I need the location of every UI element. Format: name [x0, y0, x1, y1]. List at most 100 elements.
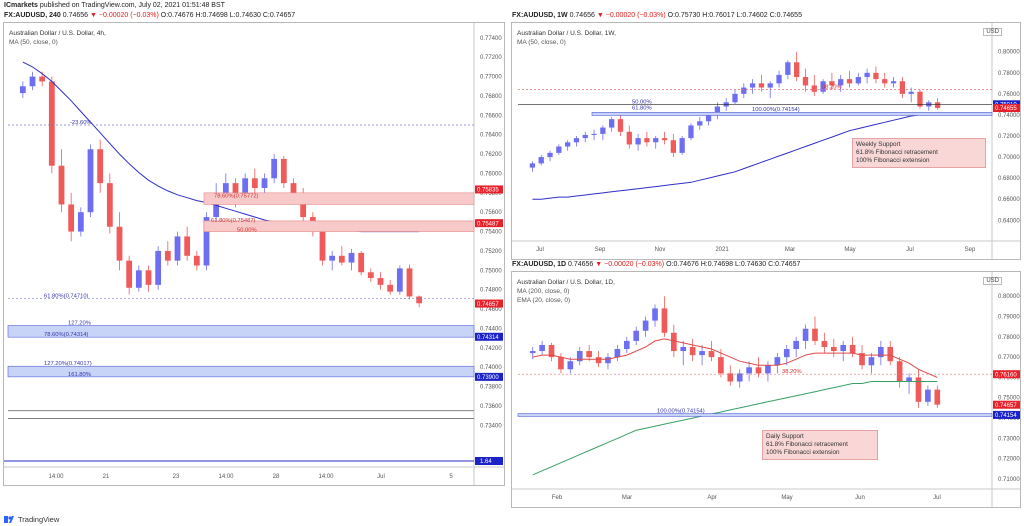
h4-price-tag-last: 0.74657 [477, 302, 499, 308]
w1-y-tick-label: 0.78000 [998, 71, 1020, 77]
h4-candle-body [396, 268, 403, 292]
w1-candle-body [732, 93, 738, 103]
w1-y-tick-label: 0.68000 [998, 176, 1020, 182]
w1-candle-body [758, 83, 765, 88]
h4-indicator-ma: MA (50, close, 0) [9, 39, 58, 46]
daily-callout-line-3: 100% Fibonacci extension [766, 448, 840, 456]
w1-candle-body [785, 62, 791, 75]
h4-fib-label-618b: 61.80%(0.74710) [44, 293, 89, 299]
d1-candle-body [727, 373, 734, 382]
h4-candle-body [58, 165, 65, 205]
w1-candle-body [609, 119, 615, 128]
h4-chart-svg[interactable]: 0.77400 0.77200 0.77000 0.76800 0.76600 0.764… [4, 23, 504, 485]
w1-chart-svg[interactable]: 0.80000 0.78000 0.76000 0.74000 0.72000 0.700… [512, 23, 1020, 259]
d1-candle-body [812, 328, 818, 341]
w1-symbol: FX:AUDUSD, 1W [512, 12, 568, 19]
h4-close: C:0.74657 [262, 12, 296, 19]
w1-x-tick-label: Sep [965, 247, 976, 253]
d1-candle-body [793, 340, 799, 350]
h4-candle-body [348, 252, 355, 263]
w1-y-tick-label: 0.80000 [998, 50, 1020, 56]
d1-candle-body [840, 344, 847, 352]
w1-y-tick-label: 0.70000 [998, 155, 1020, 161]
h4-x-tick-label: 21 [103, 474, 110, 480]
w1-currency-label[interactable]: USD [983, 28, 1002, 36]
d1-price-tag-support: 0.74154 [995, 413, 1017, 419]
footer-brand[interactable]: TradingView [4, 515, 59, 524]
d1-candle-body [671, 332, 677, 352]
h4-candle-body [329, 255, 336, 261]
w1-candle-body [714, 106, 721, 115]
w1-candle-body [697, 121, 703, 126]
h4-chart-panel[interactable]: 0.77400 0.77200 0.77000 0.76800 0.76600 0.764… [3, 22, 505, 486]
h4-fib-label-1272: 127.20% [68, 321, 91, 327]
w1-down-arrow-icon: ▼ [596, 12, 604, 19]
h4-y-tick-label: 0.74200 [480, 346, 502, 352]
d1-candle-body [576, 351, 583, 362]
w1-candle-body [679, 138, 685, 153]
d1-close: C:0.74657 [768, 261, 801, 268]
h4-candle-body [377, 278, 384, 285]
w1-candle-body [644, 138, 650, 143]
w1-candle-body [688, 125, 694, 139]
w1-candle-body [573, 138, 580, 143]
h4-candle-body [164, 250, 171, 261]
h4-price-tag-resist-bg [475, 185, 503, 194]
h4-indicator-tag-bg [475, 457, 503, 465]
h4-candle-body [358, 252, 365, 273]
w1-candle-body [802, 77, 809, 86]
w1-chart-panel[interactable]: 0.80000 0.78000 0.76000 0.74000 0.72000 0.700… [511, 22, 1021, 260]
d1-candle-body [605, 357, 611, 364]
h4-candle-body [87, 149, 94, 213]
w1-candle-body [741, 87, 747, 94]
h4-candle-body [271, 158, 278, 179]
h4-y-tick-label: 0.75600 [480, 210, 502, 216]
h4-candle-body [145, 270, 152, 285]
d1-x-tick-label: Jun [855, 495, 865, 501]
h4-candle-body [242, 178, 249, 198]
w1-y-tick-label: 0.66000 [998, 197, 1020, 203]
d1-candle-body [925, 389, 931, 402]
w1-candle-body [838, 79, 844, 86]
w1-y-tick-label: 0.72000 [998, 134, 1020, 140]
h4-y-tick-label: 0.74600 [480, 307, 502, 313]
d1-candle-body [623, 340, 630, 350]
w1-candle-body [811, 85, 817, 92]
footer-brand-text: TradingView [18, 515, 60, 524]
w1-fib-label-618: 61.80% [632, 106, 652, 112]
w1-low: L:0.74602 [736, 12, 768, 19]
d1-candle-body [661, 308, 668, 333]
h4-price-tag-support1-bg [475, 332, 503, 341]
w1-candle-body [890, 81, 897, 84]
d1-fib-label-382: 38.20% [782, 369, 802, 375]
d1-change: −0.00020 (−0.03%) [604, 261, 665, 268]
publisher-line: ICmarkets published on TradingView.com, … [4, 2, 225, 9]
d1-candle-body [755, 367, 762, 374]
w1-symbol-line: FX:AUDUSD, 1W 0.74656 ▼ −0.00020 (−0.03%… [512, 12, 802, 19]
d1-ma200-line [532, 381, 938, 476]
d1-candle-body [821, 340, 828, 347]
w1-candle-body [749, 83, 756, 88]
d1-candle-body [708, 351, 715, 358]
h4-candle-body [116, 226, 123, 261]
d1-candle-body [680, 346, 687, 352]
d1-candle-body [887, 346, 894, 362]
d1-candle-body [529, 351, 536, 354]
h4-y-tick-label: 0.73400 [480, 423, 502, 429]
w1-y-tick-label: 0.74000 [998, 113, 1020, 119]
h4-candle-body [174, 236, 181, 261]
d1-candle-body [774, 357, 781, 366]
w1-candle-body [864, 72, 870, 78]
w1-candle-body [882, 79, 888, 84]
d1-candle-body [699, 351, 705, 356]
d1-candle-body [539, 344, 545, 352]
h4-price-tag-fib-bg [475, 219, 503, 228]
d1-down-arrow-icon: ▼ [595, 261, 603, 268]
d1-currency-label[interactable]: USD [983, 277, 1002, 285]
weekly-support-callout: Weekly Support 61.8% Fibonacci retraceme… [852, 138, 986, 168]
publisher-name[interactable]: ICmarkets [4, 2, 38, 9]
d1-chart-panel[interactable]: 0.80000 0.79000 0.78000 0.77000 0.76000 0.750… [511, 271, 1021, 508]
h4-x-tick-label: 14:00 [318, 474, 334, 480]
d1-chart-svg[interactable]: 0.80000 0.79000 0.78000 0.77000 0.76000 0.750… [512, 272, 1020, 507]
tradingview-logo-icon [4, 516, 14, 523]
